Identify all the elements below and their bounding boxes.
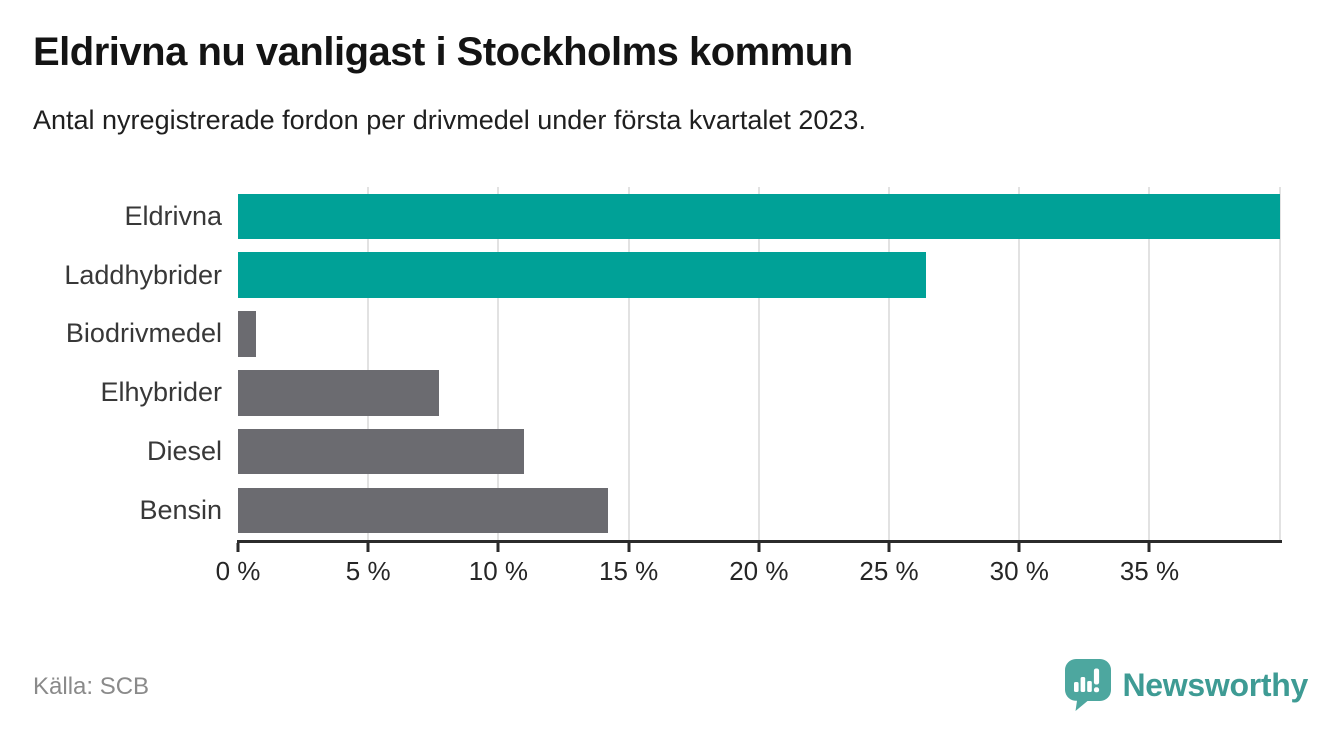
bar-row bbox=[238, 363, 1281, 422]
tick-mark bbox=[757, 543, 761, 552]
tick-label: 35 % bbox=[1119, 556, 1180, 586]
x-axis-ticks: 0 % 5 % 10 % 15 % 20 % 25 % 30 % 35 % bbox=[216, 543, 1281, 593]
gridline bbox=[1278, 187, 1281, 540]
plot-area bbox=[238, 187, 1281, 540]
bars bbox=[238, 187, 1281, 540]
category-label: Elhybrider bbox=[100, 377, 222, 408]
bar-row bbox=[238, 246, 1281, 305]
tick-mark bbox=[496, 543, 500, 552]
tick-label: 15 % bbox=[598, 556, 659, 586]
tick-mark bbox=[887, 543, 891, 552]
gridline bbox=[888, 187, 891, 540]
category-label: Eldrivna bbox=[124, 200, 222, 231]
bar-row bbox=[238, 422, 1281, 481]
chart-title: Eldrivna nu vanligast i Stockholms kommu… bbox=[33, 30, 853, 74]
bar-elhybrider bbox=[238, 370, 439, 416]
category-label: Biodrivmedel bbox=[65, 318, 222, 349]
bar-biodrivmedel bbox=[238, 311, 257, 357]
tick-mark bbox=[627, 543, 631, 552]
gridline bbox=[367, 187, 370, 540]
tick-label: 5 % bbox=[345, 556, 391, 586]
tick-mark bbox=[366, 543, 370, 552]
gridline bbox=[1018, 187, 1021, 540]
bar-diesel bbox=[238, 428, 525, 475]
tick-label: 25 % bbox=[859, 556, 919, 586]
x-axis-line bbox=[237, 540, 1282, 543]
tick-mark bbox=[236, 543, 240, 552]
bar-row bbox=[238, 305, 1281, 364]
chart-subtitle: Antal nyregistrerade fordon per drivmede… bbox=[33, 105, 866, 135]
brand-logo: Newsworthy bbox=[1064, 658, 1309, 712]
bar-bensin bbox=[238, 487, 608, 534]
tick-mark bbox=[1017, 543, 1021, 552]
tick-label: 20 % bbox=[729, 556, 789, 586]
category-labels: Eldrivna Laddhybrider Biodrivmedel Elhybrid… bbox=[0, 187, 222, 540]
newsworthy-badge-icon bbox=[1064, 659, 1111, 711]
bar-row bbox=[238, 187, 1281, 246]
bar-row bbox=[238, 481, 1281, 540]
category-label: Bensin bbox=[139, 494, 222, 525]
category-label: Laddhybrider bbox=[64, 259, 222, 290]
gridline bbox=[627, 187, 630, 540]
gridline bbox=[497, 187, 500, 540]
tick-label: 30 % bbox=[989, 556, 1049, 586]
source-note: Källa: SCB bbox=[33, 673, 150, 700]
bar-eldrivna bbox=[238, 193, 1280, 240]
category-label: Diesel bbox=[146, 436, 222, 467]
gridline bbox=[1148, 187, 1151, 540]
bar-laddhybrider bbox=[238, 252, 926, 298]
tick-mark bbox=[1147, 543, 1151, 552]
brand-wordmark: Newsworthy bbox=[1122, 666, 1309, 703]
gridline bbox=[757, 187, 760, 540]
tick-label: 10 % bbox=[468, 556, 529, 586]
tick-label: 0 % bbox=[215, 556, 261, 586]
